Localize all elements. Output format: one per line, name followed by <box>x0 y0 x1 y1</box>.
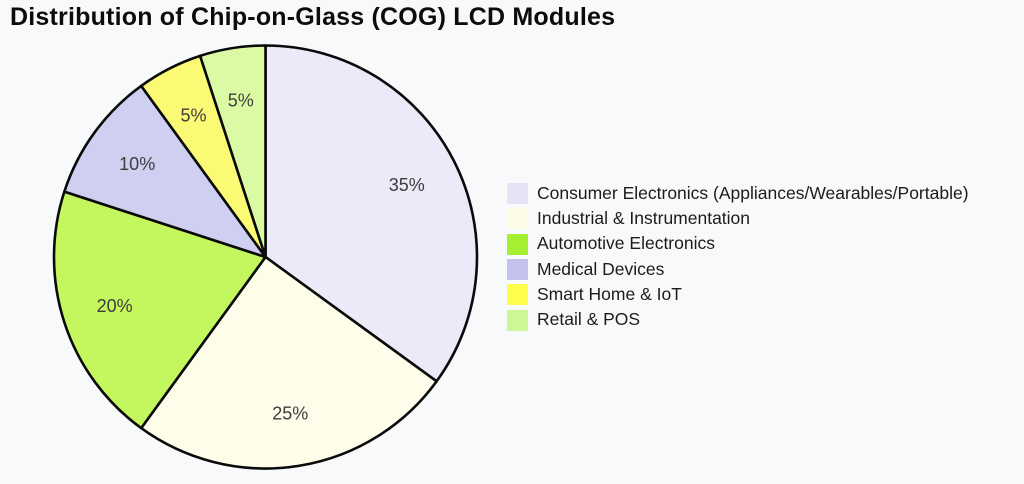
pie-percent-label-3: 10% <box>119 154 155 174</box>
legend-swatch-5 <box>507 309 528 331</box>
legend-label-4: Smart Home & IoT <box>537 284 682 305</box>
legend-swatch-3 <box>507 259 528 281</box>
pie-chart: 35% 25% 20% 10% 5% 5% <box>52 44 479 470</box>
pie-slice-1 <box>139 255 438 470</box>
legend-item-5: Retail & POS <box>507 307 969 332</box>
legend-swatch-0 <box>507 183 528 205</box>
legend-item-3: Medical Devices <box>507 257 969 282</box>
legend-swatch-1 <box>507 208 528 230</box>
legend-label-0: Consumer Electronics (Appliances/Wearabl… <box>537 182 969 203</box>
pie-percent-label-5: 5% <box>228 90 254 110</box>
legend-item-1: Industrial & Instrumentation <box>507 206 969 231</box>
legend-label-2: Automotive Electronics <box>537 233 715 254</box>
pie-slice-0 <box>264 44 479 383</box>
legend-label-3: Medical Devices <box>537 258 665 279</box>
pie-percent-label-2: 20% <box>97 296 133 316</box>
legend-label-1: Industrial & Instrumentation <box>537 208 751 229</box>
legend-item-4: Smart Home & IoT <box>507 282 969 307</box>
pie-slice-5 <box>198 44 267 259</box>
pie-slice-2 <box>52 190 267 430</box>
legend-item-2: Automotive Electronics <box>507 232 969 257</box>
legend-swatch-4 <box>507 284 528 306</box>
legend-swatch-2 <box>507 233 528 255</box>
pie-percent-label-4: 5% <box>180 106 206 126</box>
pie-percent-label-1: 25% <box>272 404 308 424</box>
chart-title: Distribution of Chip-on-Glass (COG) LCD … <box>10 3 616 31</box>
legend-item-0: Consumer Electronics (Appliances/Wearabl… <box>507 181 969 206</box>
pie-percent-label-0: 35% <box>389 175 425 195</box>
pie-slice-3 <box>63 84 267 259</box>
legend-label-5: Retail & POS <box>537 309 641 330</box>
legend: Consumer Electronics (Appliances/Wearabl… <box>507 181 969 333</box>
